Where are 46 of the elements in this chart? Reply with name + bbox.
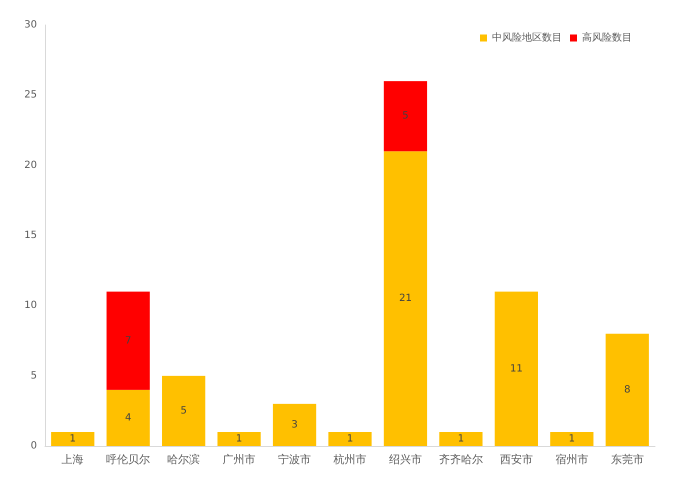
data-label: 7 — [124, 335, 132, 346]
legend-label: 高风险数目 — [582, 32, 632, 44]
x-tick-label: 宿州市 — [555, 453, 588, 466]
bar — [106, 292, 150, 390]
data-label: 4 — [124, 412, 132, 424]
y-tick-label: 25 — [24, 90, 37, 101]
bar — [106, 390, 150, 446]
x-tick-label: 上海 — [62, 453, 84, 466]
y-tick-label: 0 — [30, 440, 37, 452]
x-tick-label: 宁波市 — [278, 453, 312, 466]
data-label: 3 — [291, 419, 298, 430]
data-label: 11 — [510, 363, 523, 374]
bar — [606, 334, 649, 446]
bar — [51, 432, 94, 446]
data-label: 1 — [568, 433, 576, 444]
data-label: 8 — [624, 384, 630, 396]
x-tick-label: 绍兴市 — [388, 453, 422, 466]
data-label: 5 — [180, 405, 187, 416]
bar — [494, 292, 538, 446]
y-tick-label: 5 — [30, 370, 37, 382]
bar — [162, 376, 206, 446]
bar — [384, 81, 428, 152]
data-label: 1 — [458, 433, 464, 444]
y-tick-label: 10 — [24, 300, 37, 312]
data-label: 1 — [236, 433, 242, 444]
data-label: 1 — [346, 433, 354, 444]
y-tick-label: 20 — [24, 160, 37, 171]
bar — [328, 432, 372, 446]
x-tick-label: 呼伦贝尔 — [106, 453, 150, 466]
data-label: 21 — [399, 293, 412, 304]
data-label: 5 — [402, 110, 409, 122]
y-tick-label: 30 — [24, 20, 37, 30]
bar — [217, 432, 261, 446]
y-tick-label: 15 — [24, 230, 37, 241]
bar — [439, 432, 483, 446]
x-tick-label: 西安市 — [500, 453, 533, 466]
bar — [384, 151, 428, 446]
x-tick-label: 齐齐哈尔 — [438, 453, 483, 466]
x-tick-label: 广州市 — [222, 453, 256, 466]
bar — [550, 432, 594, 446]
data-label: 1 — [70, 433, 76, 444]
x-tick-label: 杭州市 — [332, 453, 366, 466]
legend-label: 中风险地区数目 — [492, 32, 562, 44]
x-tick-label: 东莞市 — [610, 453, 644, 466]
bar — [272, 404, 316, 446]
x-tick-label: 哈尔滨 — [167, 453, 200, 466]
